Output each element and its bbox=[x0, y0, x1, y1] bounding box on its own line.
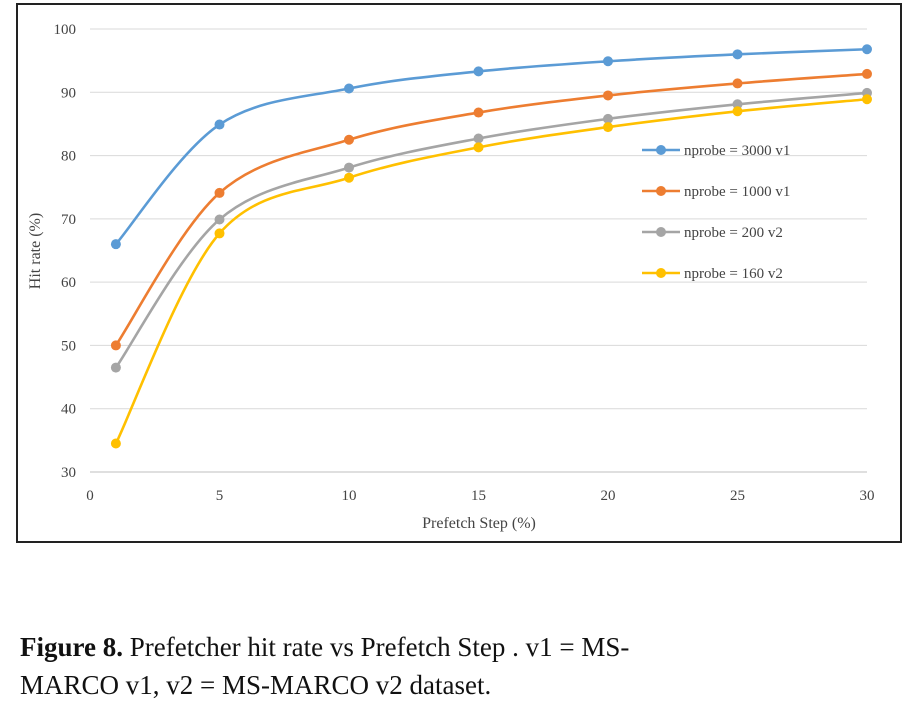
data-point-s1-x30 bbox=[862, 44, 872, 55]
data-point-s1-x1 bbox=[110, 239, 121, 250]
data-point-s4-x15 bbox=[473, 142, 484, 153]
data-point-s1-x10 bbox=[344, 83, 354, 94]
y-tick-label-50: 50 bbox=[61, 338, 76, 354]
caption-label: Figure 8. bbox=[20, 632, 123, 662]
series-1 bbox=[110, 44, 872, 250]
data-point-s4-x25 bbox=[732, 106, 743, 117]
legend-marker-3 bbox=[656, 227, 666, 237]
series-lines bbox=[110, 44, 872, 449]
legend-label-2: nprobe = 1000 v1 bbox=[684, 184, 790, 200]
y-tick-label-90: 90 bbox=[61, 85, 76, 101]
data-point-s3-x1 bbox=[110, 362, 121, 373]
y-tick-label-80: 80 bbox=[61, 149, 76, 165]
legend: nprobe = 3000 v1 nprobe = 1000 v1 nprobe =… bbox=[642, 143, 790, 282]
y-axis-title: Hit rate (%) bbox=[27, 213, 44, 289]
data-point-s2-x25 bbox=[732, 78, 743, 89]
data-point-s2-x15 bbox=[473, 107, 484, 118]
legend-marker-4 bbox=[656, 268, 666, 278]
data-point-s1-x15 bbox=[473, 66, 484, 77]
x-tick-label-5: 5 bbox=[216, 488, 224, 504]
legend-item-1: nprobe = 3000 v1 bbox=[642, 143, 790, 159]
figure-caption: Figure 8. Prefetcher hit rate vs Prefetc… bbox=[20, 628, 900, 704]
legend-marker-1 bbox=[656, 145, 666, 155]
data-point-s3-x15 bbox=[473, 133, 484, 144]
y-tick-label-60: 60 bbox=[61, 275, 76, 291]
series-2 bbox=[110, 68, 872, 351]
caption-line2: MARCO v1, v2 = MS-MARCO v2 dataset. bbox=[20, 670, 492, 700]
data-point-s1-x25 bbox=[732, 49, 743, 60]
data-point-s4-x10 bbox=[344, 172, 354, 183]
data-point-s4-x20 bbox=[603, 122, 613, 133]
y-tick-label-100: 100 bbox=[54, 22, 77, 38]
x-tick-label-25: 25 bbox=[730, 488, 745, 504]
legend-label-3: nprobe = 200 v2 bbox=[684, 225, 783, 241]
caption-line1: Prefetcher hit rate vs Prefetch Step . v… bbox=[123, 632, 630, 662]
legend-item-3: nprobe = 200 v2 bbox=[642, 225, 783, 241]
y-tick-label-40: 40 bbox=[61, 402, 76, 418]
series-4 bbox=[110, 94, 872, 449]
series-line-2 bbox=[114, 72, 868, 347]
data-point-s2-x10 bbox=[344, 134, 354, 145]
legend-marker-2 bbox=[656, 186, 666, 196]
x-tick-label-0: 0 bbox=[86, 488, 94, 504]
data-point-s4-x30 bbox=[862, 94, 872, 105]
y-tick-label-30: 30 bbox=[61, 465, 76, 481]
y-tick-label-70: 70 bbox=[61, 212, 76, 228]
axes: 30 40 50 60 70 80 90 100 0 5 10 15 20 25 30 bbox=[54, 22, 875, 504]
data-point-s2-x1 bbox=[110, 340, 121, 351]
x-tick-label-10: 10 bbox=[342, 488, 357, 504]
x-axis-title: Prefetch Step (%) bbox=[422, 515, 536, 532]
legend-item-4: nprobe = 160 v2 bbox=[642, 266, 783, 282]
data-point-s3-x25 bbox=[732, 99, 743, 110]
x-tick-label-15: 15 bbox=[471, 488, 486, 504]
data-point-s4-x5 bbox=[214, 228, 225, 239]
data-point-s1-x20 bbox=[603, 56, 613, 67]
data-point-s4-x1 bbox=[110, 438, 121, 449]
chart-frame bbox=[16, 3, 902, 543]
legend-label-1: nprobe = 3000 v1 bbox=[684, 143, 790, 159]
x-tick-label-20: 20 bbox=[601, 488, 616, 504]
series-3 bbox=[110, 87, 872, 373]
data-point-s3-x20 bbox=[603, 113, 613, 124]
data-point-s2-x5 bbox=[214, 187, 225, 198]
legend-item-2: nprobe = 1000 v1 bbox=[642, 184, 790, 200]
legend-label-4: nprobe = 160 v2 bbox=[684, 266, 783, 282]
data-point-s2-x20 bbox=[603, 90, 613, 101]
data-point-s3-x5 bbox=[214, 214, 225, 225]
data-point-s1-x5 bbox=[214, 119, 225, 130]
data-point-s3-x10 bbox=[344, 162, 354, 173]
x-tick-label-30: 30 bbox=[860, 488, 875, 504]
data-point-s2-x30 bbox=[862, 68, 872, 79]
